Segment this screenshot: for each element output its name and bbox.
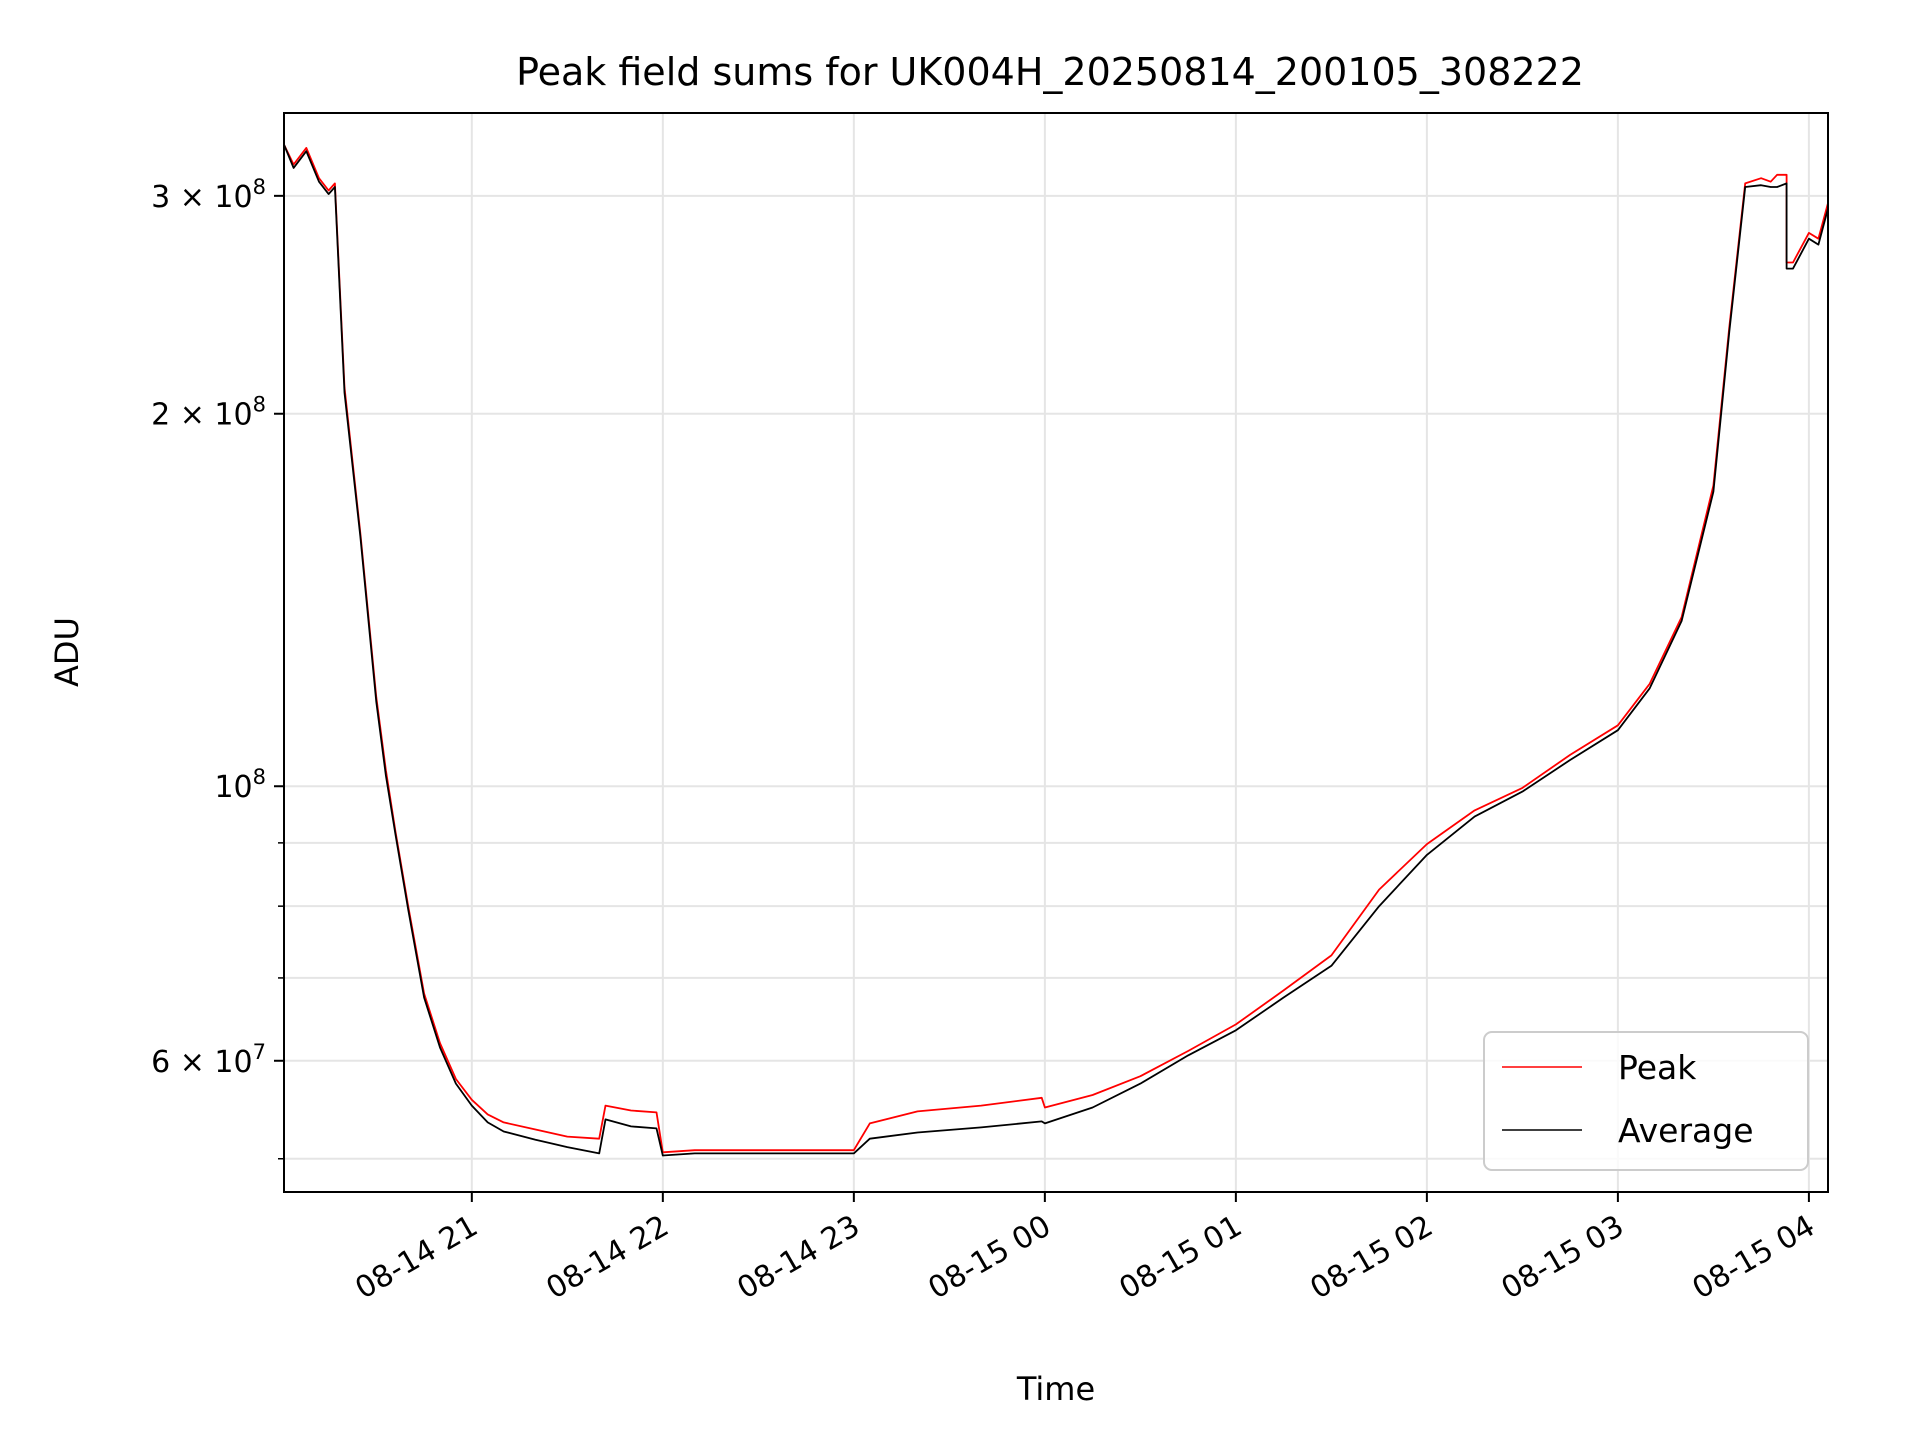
- y-tick-exponent: 8: [253, 393, 266, 417]
- series-line-average: [283, 144, 1829, 1157]
- y-axis-label: ADU: [48, 617, 86, 687]
- legend: Peak Average: [1483, 1031, 1809, 1171]
- y-tick-label: 3 × 108: [151, 175, 266, 215]
- y-tick-mantissa: 6 × 10: [151, 1045, 252, 1080]
- y-tick-label: 6 × 107: [151, 1040, 266, 1080]
- plot-frame: [283, 112, 1829, 1193]
- y-tick-label: 2 × 108: [151, 393, 266, 433]
- legend-label-peak: Peak: [1618, 1048, 1697, 1087]
- x-axis-label: Time: [1016, 1370, 1095, 1408]
- y-tick-exponent: 8: [253, 765, 266, 789]
- y-tick-exponent: 7: [253, 1040, 266, 1064]
- y-tick-mantissa: 10: [214, 770, 252, 805]
- y-tick-exponent: 8: [253, 175, 266, 199]
- series-layer: [283, 144, 1829, 1157]
- y-tick-mantissa: 2 × 10: [151, 398, 252, 433]
- y-tick-label: 108: [214, 765, 266, 805]
- chart-title: Peak field sums for UK004H_20250814_2001…: [516, 50, 1584, 94]
- legend-label-average: Average: [1618, 1111, 1754, 1150]
- y-tick-mantissa: 3 × 10: [151, 180, 252, 215]
